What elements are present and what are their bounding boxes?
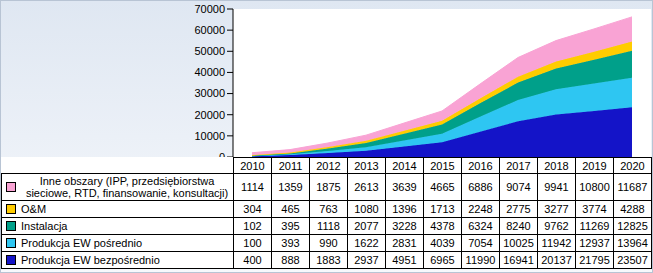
html-text:1359: 1359 (278, 181, 303, 193)
html-text:12825: 12825 (617, 220, 648, 232)
html-text:400: 400 (243, 254, 262, 266)
html-text:10025: 10025 (503, 237, 534, 249)
html-text:3774: 3774 (582, 203, 607, 215)
html-text:7054: 7054 (468, 237, 493, 249)
html-text:9762: 9762 (544, 220, 569, 232)
html-text:3277: 3277 (544, 203, 569, 215)
html-text:6886: 6886 (468, 181, 493, 193)
html-text:2019: 2019 (582, 159, 607, 172)
html-text:4951: 4951 (392, 254, 417, 266)
html-text:990: 990 (319, 237, 338, 249)
html-text:Produkcja EW pośrednio: Produkcja EW pośrednio (21, 237, 143, 249)
html-text:23507: 23507 (617, 254, 648, 266)
html-text:465: 465 (281, 203, 300, 215)
html-text:2015: 2015 (430, 159, 455, 172)
svg-text:50000: 50000 (194, 45, 225, 57)
html-text:13964: 13964 (617, 237, 648, 249)
html-text:304: 304 (243, 203, 262, 215)
html-text:2014: 2014 (392, 159, 417, 172)
html-text:3639: 3639 (392, 181, 417, 193)
svg-text:40000: 40000 (194, 66, 225, 78)
html-text:1622: 1622 (354, 237, 379, 249)
html-text:11687: 11687 (617, 181, 648, 193)
html-text:1118: 1118 (317, 220, 340, 232)
html-text:2613: 2613 (354, 181, 379, 193)
html-text:16941: 16941 (503, 254, 534, 266)
html-text:8240: 8240 (506, 220, 531, 232)
svg-text:70000: 70000 (194, 3, 225, 15)
html-text:O&M: O&M (21, 203, 47, 215)
html-text:2013: 2013 (354, 159, 379, 172)
html-text:Produkcja EW bezpośrednio: Produkcja EW bezpośrednio (21, 254, 160, 266)
html-text:12937: 12937 (579, 237, 610, 249)
html-text:20137: 20137 (541, 254, 572, 266)
html-text:9941: 9941 (544, 181, 569, 193)
html-text:1080: 1080 (354, 203, 379, 215)
html-text:Instalacja: Instalacja (21, 220, 68, 232)
html-text:4039: 4039 (430, 237, 455, 249)
html-text:11269: 11269 (579, 220, 610, 232)
html-text:102: 102 (243, 220, 262, 232)
html-text:100: 100 (243, 237, 262, 249)
html-text:2016: 2016 (468, 159, 493, 172)
html-text:Inne obszary (IPP, przedsiębio: Inne obszary (IPP, przedsiębiorstwa siec… (25, 175, 229, 199)
html-text:4665: 4665 (430, 181, 455, 193)
html-text:6965: 6965 (430, 254, 455, 266)
html-text:11942: 11942 (541, 237, 572, 249)
html-text:1883: 1883 (316, 254, 341, 266)
html-text:21795: 21795 (579, 254, 610, 266)
html-text:763: 763 (319, 203, 338, 215)
html-text:2020: 2020 (620, 159, 645, 172)
html-text:4288: 4288 (620, 203, 645, 215)
svg-text:60000: 60000 (194, 24, 225, 36)
html-text:4378: 4378 (430, 220, 455, 232)
html-text:888: 888 (281, 254, 300, 266)
svg-text:20000: 20000 (194, 109, 225, 121)
html-text:2937: 2937 (354, 254, 379, 266)
html-text:10800: 10800 (579, 181, 610, 193)
html-text:2831: 2831 (392, 237, 417, 249)
html-text:2018: 2018 (544, 159, 569, 172)
html-text:2011: 2011 (278, 159, 303, 172)
html-text:1875: 1875 (316, 181, 341, 193)
html-text:393: 393 (281, 237, 300, 249)
html-text:395: 395 (281, 220, 300, 232)
html-text:2010: 2010 (240, 159, 265, 172)
html-text:6324: 6324 (468, 220, 493, 232)
svg-text:30000: 30000 (194, 87, 225, 99)
html-text:2012: 2012 (316, 159, 341, 172)
html-text:9074: 9074 (506, 181, 531, 193)
html-text:1713: 1713 (430, 203, 455, 215)
html-text:2248: 2248 (468, 203, 493, 215)
html-text:1396: 1396 (392, 203, 417, 215)
html-text:3228: 3228 (392, 220, 417, 232)
html-text:11990: 11990 (465, 254, 496, 266)
html-text:1114: 1114 (241, 181, 264, 193)
html-text:2775: 2775 (506, 203, 531, 215)
svg-text:10000: 10000 (194, 130, 225, 142)
html-text:2017: 2017 (506, 159, 531, 172)
html-text:2077: 2077 (354, 220, 379, 232)
